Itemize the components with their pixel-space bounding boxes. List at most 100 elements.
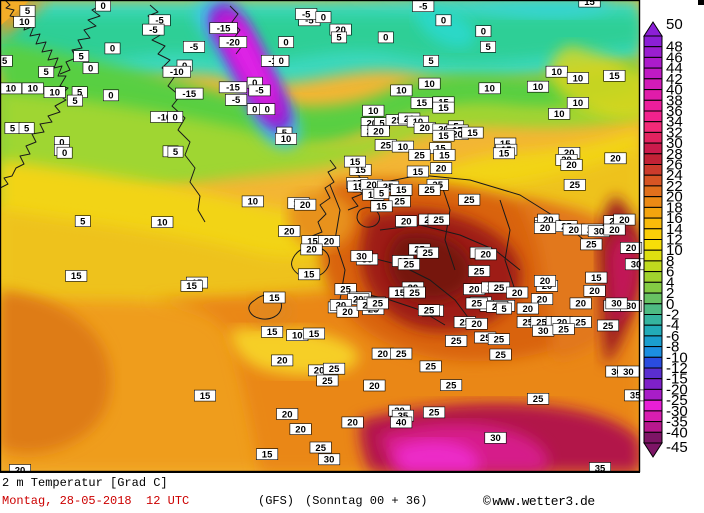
- svg-text:20: 20: [575, 299, 586, 310]
- svg-text:20: 20: [471, 319, 482, 330]
- svg-text:25: 25: [394, 197, 405, 208]
- svg-text:5: 5: [485, 42, 491, 53]
- svg-text:25: 25: [464, 195, 475, 206]
- svg-text:10: 10: [554, 109, 565, 120]
- svg-text:-5: -5: [149, 25, 158, 36]
- svg-text:20: 20: [481, 250, 492, 261]
- svg-text:5: 5: [173, 147, 179, 158]
- svg-text:25: 25: [451, 336, 462, 347]
- svg-text:10: 10: [368, 106, 379, 117]
- svg-text:25: 25: [570, 180, 581, 191]
- svg-text:20: 20: [378, 349, 389, 360]
- svg-text:50: 50: [666, 16, 683, 33]
- svg-text:25: 25: [414, 150, 425, 161]
- svg-text:20: 20: [369, 381, 380, 392]
- svg-text:30: 30: [611, 299, 622, 310]
- svg-text:20: 20: [300, 200, 311, 211]
- svg-text:0: 0: [279, 56, 284, 67]
- svg-text:15: 15: [186, 281, 197, 292]
- svg-text:30: 30: [324, 455, 335, 466]
- svg-text:20: 20: [420, 123, 431, 134]
- svg-text:5: 5: [25, 6, 31, 17]
- svg-text:10: 10: [484, 84, 495, 95]
- svg-text:15: 15: [609, 71, 620, 82]
- svg-text:-10: -10: [170, 67, 184, 78]
- svg-text:10: 10: [551, 67, 562, 78]
- svg-text:15: 15: [304, 270, 315, 281]
- svg-text:30: 30: [538, 326, 549, 337]
- svg-text:20: 20: [569, 225, 580, 236]
- svg-text:25: 25: [494, 283, 505, 294]
- svg-text:25: 25: [494, 335, 505, 346]
- svg-text:30: 30: [623, 367, 634, 378]
- svg-text:0: 0: [441, 16, 446, 27]
- svg-text:5: 5: [336, 33, 342, 44]
- svg-text:40: 40: [396, 418, 407, 429]
- svg-text:10: 10: [28, 84, 39, 95]
- svg-text:20: 20: [512, 288, 523, 299]
- svg-text:20: 20: [282, 409, 293, 420]
- svg-text:10: 10: [398, 142, 409, 153]
- svg-text:10: 10: [19, 17, 30, 28]
- svg-text:0: 0: [62, 148, 67, 159]
- svg-text:30: 30: [356, 251, 367, 262]
- svg-text:15: 15: [262, 450, 273, 461]
- svg-text:0: 0: [100, 1, 105, 12]
- svg-text:25: 25: [471, 299, 482, 310]
- svg-text:5: 5: [80, 217, 86, 228]
- svg-text:-15: -15: [182, 89, 196, 100]
- svg-text:25: 25: [396, 349, 407, 360]
- svg-text:20: 20: [469, 285, 480, 296]
- svg-text:25: 25: [586, 240, 597, 251]
- svg-text:15: 15: [200, 391, 211, 402]
- svg-text:10: 10: [49, 88, 60, 99]
- svg-text:10: 10: [396, 86, 407, 97]
- svg-text:-5: -5: [190, 42, 199, 53]
- svg-text:0: 0: [173, 112, 178, 123]
- svg-text:-5: -5: [232, 95, 241, 106]
- svg-text:15: 15: [396, 185, 407, 196]
- svg-text:20: 20: [540, 223, 551, 234]
- svg-text:25: 25: [424, 306, 435, 317]
- svg-text:30: 30: [490, 433, 501, 444]
- svg-text:-5: -5: [255, 86, 264, 97]
- svg-text:5: 5: [2, 56, 8, 67]
- svg-text:10: 10: [292, 331, 303, 342]
- svg-text:20: 20: [609, 225, 620, 236]
- svg-text:0: 0: [252, 105, 257, 116]
- svg-text:-15: -15: [217, 23, 231, 34]
- svg-text:15: 15: [267, 327, 278, 338]
- svg-text:25: 25: [603, 321, 614, 332]
- svg-text:15: 15: [439, 150, 450, 161]
- svg-text:25: 25: [474, 266, 485, 277]
- svg-text:25: 25: [409, 288, 420, 299]
- svg-text:15: 15: [416, 98, 427, 109]
- svg-text:0: 0: [88, 63, 93, 74]
- svg-text:15: 15: [413, 167, 424, 178]
- svg-text:20: 20: [342, 307, 353, 318]
- svg-text:20: 20: [284, 227, 295, 238]
- svg-text:20: 20: [436, 164, 447, 175]
- svg-text:25: 25: [424, 185, 435, 196]
- svg-text:5: 5: [10, 123, 16, 134]
- svg-text:20: 20: [589, 286, 600, 297]
- svg-text:20: 20: [523, 304, 534, 315]
- svg-text:10: 10: [573, 73, 584, 84]
- svg-text:10: 10: [424, 79, 435, 90]
- svg-text:25: 25: [429, 408, 440, 419]
- svg-text:20: 20: [566, 160, 577, 171]
- svg-text:0: 0: [110, 44, 115, 55]
- svg-text:-20: -20: [226, 37, 240, 48]
- svg-text:10: 10: [533, 82, 544, 93]
- svg-text:15: 15: [499, 149, 510, 160]
- svg-text:10: 10: [6, 84, 17, 95]
- svg-text:5: 5: [24, 123, 30, 134]
- svg-text:25: 25: [575, 317, 586, 328]
- svg-text:25: 25: [433, 215, 444, 226]
- svg-text:15: 15: [350, 157, 361, 168]
- svg-text:30: 30: [594, 227, 605, 238]
- svg-text:15: 15: [591, 273, 602, 284]
- svg-text:5: 5: [44, 67, 50, 78]
- svg-text:25: 25: [425, 362, 436, 373]
- svg-text:-5: -5: [419, 2, 428, 13]
